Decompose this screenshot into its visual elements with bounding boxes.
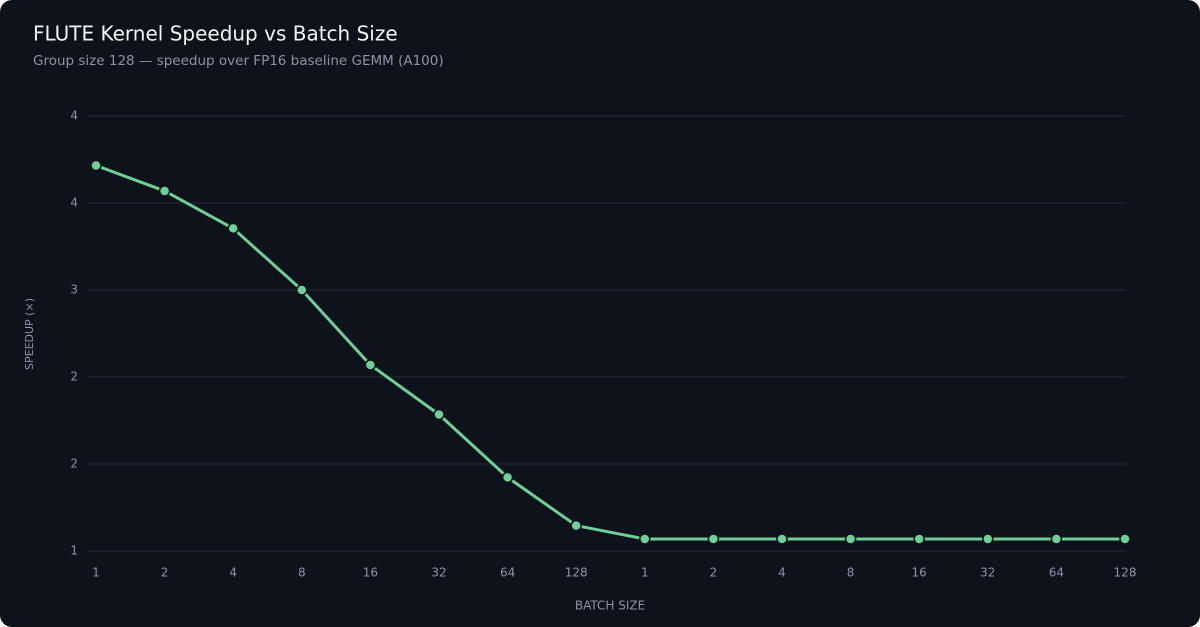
- x-tick-label: 64: [1049, 566, 1064, 580]
- y-tick-label: 4: [70, 196, 78, 210]
- point: [639, 533, 651, 545]
- x-tick-label: 16: [363, 566, 378, 580]
- point: [296, 284, 308, 296]
- y-tick-label: 3: [70, 283, 78, 297]
- point: [776, 533, 788, 545]
- y-tick-label: 2: [70, 457, 78, 471]
- x-tick-label: 128: [565, 566, 588, 580]
- x-tick-label: 4: [778, 566, 786, 580]
- point: [433, 408, 445, 421]
- point: [913, 533, 925, 545]
- y-axis-label: SPEEDUP (×): [23, 298, 36, 370]
- x-tick-label: 16: [912, 566, 927, 580]
- x-tick-label: 32: [431, 566, 446, 580]
- y-tick-label: 2: [70, 370, 78, 384]
- chart-title: FLUTE Kernel Speedup vs Batch Size: [33, 22, 398, 46]
- y-tick-label: 1: [70, 544, 78, 558]
- point: [982, 533, 994, 545]
- x-tick-label: 64: [500, 566, 515, 580]
- x-tick-label: 8: [847, 566, 855, 580]
- point: [158, 185, 171, 197]
- point: [501, 471, 514, 484]
- point: [364, 359, 377, 371]
- line: [95, 164, 1125, 541]
- chart-subtitle: Group size 128 — speedup over FP16 basel…: [33, 53, 444, 69]
- point: [1050, 533, 1063, 545]
- x-tick-label: 1: [92, 566, 100, 580]
- x-tick-label: 2: [710, 566, 718, 580]
- y-tick-label: 4: [70, 109, 78, 123]
- point: [1119, 533, 1131, 545]
- x-tick-label: 1: [641, 566, 649, 580]
- point: [570, 519, 582, 532]
- point: [227, 222, 239, 235]
- point: [707, 533, 720, 545]
- x-tick-label: 128: [1114, 566, 1137, 580]
- x-tick-label: 8: [298, 566, 306, 580]
- x-axis-label: BATCH SIZE: [575, 599, 645, 613]
- point: [90, 159, 102, 172]
- point: [844, 533, 857, 545]
- x-tick-label: 32: [980, 566, 995, 580]
- x-tick-label: 2: [161, 566, 169, 580]
- x-tick-label: 4: [229, 566, 237, 580]
